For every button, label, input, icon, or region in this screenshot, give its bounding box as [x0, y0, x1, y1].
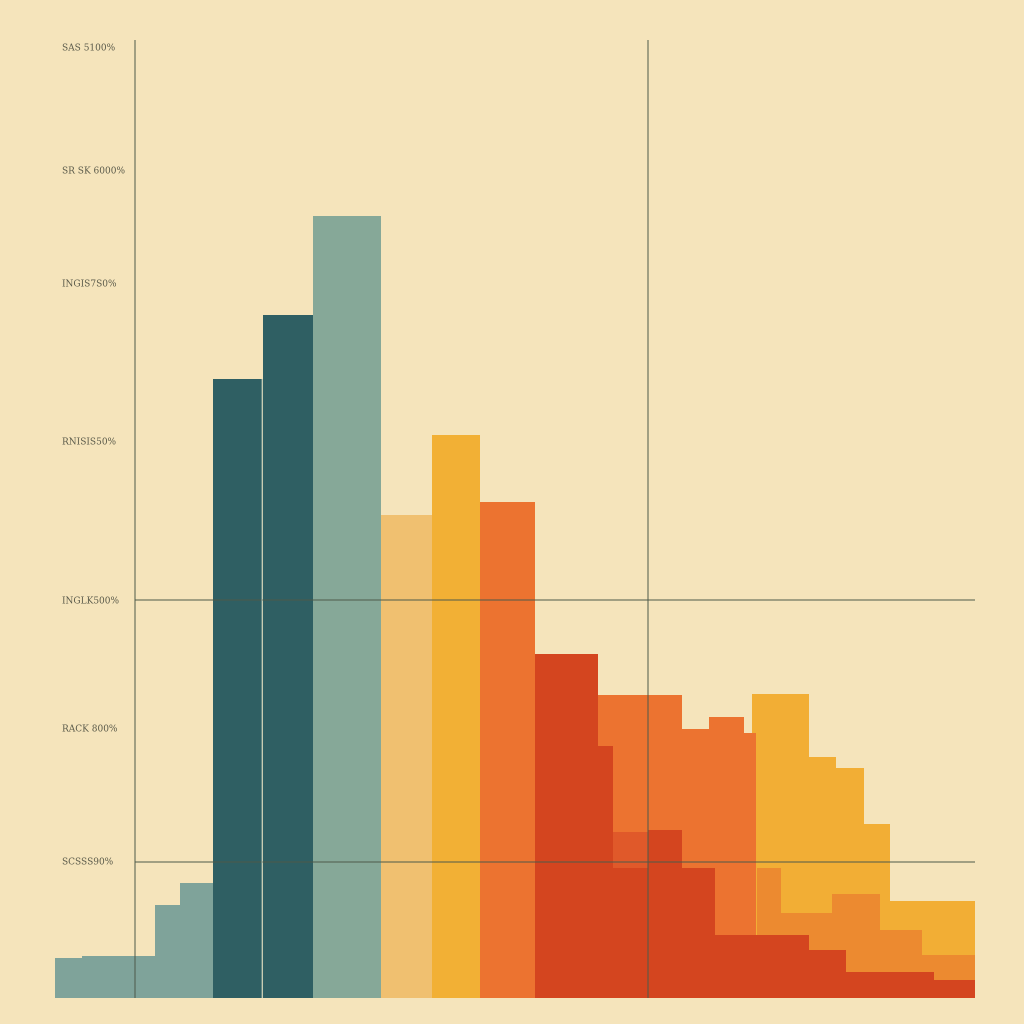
- bar: [744, 733, 756, 998]
- axis-label: SR SK 6000%: [62, 167, 125, 177]
- bar: [598, 746, 613, 998]
- bar: [155, 905, 180, 998]
- bar: [432, 435, 480, 998]
- axis-labels: SAS 5100% SR SK 6000% INGIS7S0% RNISIS50…: [62, 44, 125, 868]
- bars: [55, 216, 975, 998]
- bar: [715, 935, 809, 998]
- bar: [381, 515, 432, 998]
- bar: [535, 654, 598, 998]
- bar: [180, 883, 213, 998]
- axis-label: RNISIS50%: [62, 438, 117, 448]
- axis-label: SAS 5100%: [62, 44, 116, 54]
- bar: [313, 216, 381, 998]
- bar: [809, 972, 934, 998]
- bar: [263, 315, 313, 998]
- axes: [134, 40, 975, 998]
- axis-label: RACK 800%: [62, 725, 118, 735]
- bar: [213, 379, 262, 998]
- bar: [934, 980, 975, 998]
- axis-label: INGIS7S0%: [62, 280, 117, 290]
- bar: [480, 502, 535, 998]
- bar: [55, 958, 82, 998]
- bar: [613, 868, 715, 998]
- axis-label: SCSSS90%: [62, 858, 114, 868]
- axis-label: INGLK500%: [62, 597, 119, 607]
- bar: [82, 956, 155, 998]
